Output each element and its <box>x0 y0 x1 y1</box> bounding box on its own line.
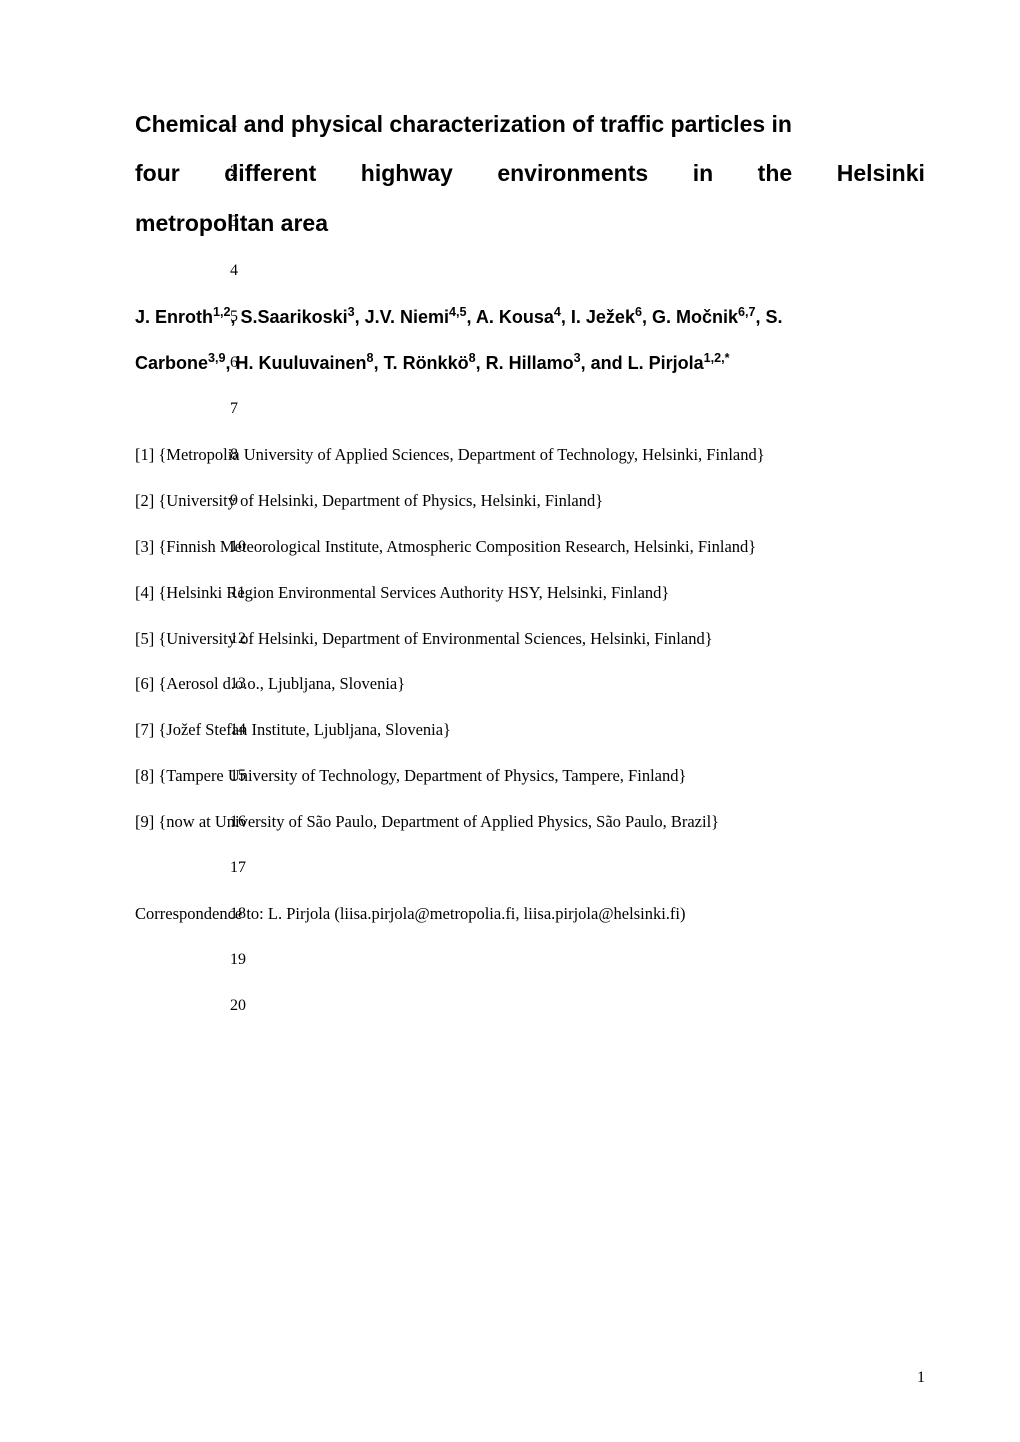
affiliation-3: [3] {Finnish Meteorological Institute, A… <box>135 524 925 570</box>
title-line-1: Chemical and physical characterization o… <box>135 100 925 149</box>
author-text: Carbone <box>135 353 208 373</box>
blank-line <box>135 386 925 432</box>
author-text: , T. Rönkkö <box>374 353 469 373</box>
author-sup: 4 <box>554 305 561 319</box>
line-number: 17 <box>230 859 246 877</box>
line-number: 9 <box>230 492 238 510</box>
title-line-2-row: 2 four different highway environments in… <box>135 149 925 198</box>
affiliation-1-row: 8 [1] {Metropolia University of Applied … <box>135 432 925 478</box>
author-sup: 6 <box>635 305 642 319</box>
line-number: 1 <box>230 114 238 132</box>
title-word: in <box>693 149 713 198</box>
line-number: 11 <box>230 584 245 602</box>
author-text: , H. Kuuluvainen <box>226 353 367 373</box>
line-number: 7 <box>230 400 238 418</box>
line-number: 19 <box>230 951 246 969</box>
line-number: 14 <box>230 721 246 739</box>
title-word: the <box>758 149 793 198</box>
affiliation-6-row: 13 [6] {Aerosol d.o.o., Ljubljana, Slove… <box>135 661 925 707</box>
title-word: different <box>224 149 316 198</box>
line-number: 20 <box>230 997 246 1015</box>
line-number: 4 <box>230 262 238 280</box>
title-word: four <box>135 149 180 198</box>
author-sup: 8 <box>367 351 374 365</box>
affiliation-5-row: 12 [5] {University of Helsinki, Departme… <box>135 616 925 662</box>
author-sup: 6,7 <box>738 305 756 319</box>
affiliation-8-row: 15 [8] {Tampere University of Technology… <box>135 753 925 799</box>
author-sup: 1,2,* <box>704 351 730 365</box>
line-number: 15 <box>230 767 246 785</box>
blank-line <box>135 937 925 983</box>
line-number: 13 <box>230 675 246 693</box>
affiliation-8: [8] {Tampere University of Technology, D… <box>135 753 925 799</box>
affiliation-4-row: 11 [4] {Helsinki Region Environmental Se… <box>135 570 925 616</box>
author-sup: 3 <box>348 305 355 319</box>
line-number: 6 <box>230 354 238 372</box>
title-line-1-row: 1 Chemical and physical characterization… <box>135 100 925 149</box>
author-text: , S. <box>756 307 783 327</box>
line-number: 18 <box>230 905 246 923</box>
title-line-3-row: 3 metropolitan area <box>135 199 925 248</box>
affiliation-1: [1] {Metropolia University of Applied Sc… <box>135 432 925 478</box>
title-line-3: metropolitan area <box>135 199 925 248</box>
affiliation-9-row: 16 [9] {now at University of São Paulo, … <box>135 799 925 845</box>
blank-line <box>135 983 925 1029</box>
affiliation-7-row: 14 [7] {Jožef Stefan Institute, Ljubljan… <box>135 707 925 753</box>
blank-line <box>135 248 925 294</box>
author-text: , G. Močnik <box>642 307 738 327</box>
line-number: 12 <box>230 630 246 648</box>
title-word: highway <box>361 149 453 198</box>
affiliation-7: [7] {Jožef Stefan Institute, Ljubljana, … <box>135 707 925 753</box>
affiliation-3-row: 10 [3] {Finnish Meteorological Institute… <box>135 524 925 570</box>
affiliation-2: [2] {University of Helsinki, Department … <box>135 478 925 524</box>
author-text: J. Enroth <box>135 307 213 327</box>
affiliation-6: [6] {Aerosol d.o.o., Ljubljana, Slovenia… <box>135 661 925 707</box>
manuscript-page: 1 Chemical and physical characterization… <box>135 100 925 1028</box>
affiliation-2-row: 9 [2] {University of Helsinki, Departmen… <box>135 478 925 524</box>
author-line-1-row: 5 J. Enroth1,2, S.Saarikoski3, J.V. Niem… <box>135 294 925 340</box>
author-text: , S.Saarikoski <box>231 307 348 327</box>
line-number: 5 <box>230 308 238 326</box>
author-line-2-row: 6 Carbone3,9, H. Kuuluvainen8, T. Rönkkö… <box>135 340 925 386</box>
correspondence-line: Correspondence to: L. Pirjola (liisa.pir… <box>135 891 925 937</box>
author-sup: 8 <box>469 351 476 365</box>
author-text: , J.V. Niemi <box>355 307 449 327</box>
line-number: 8 <box>230 446 238 464</box>
title-word: Helsinki <box>837 149 925 198</box>
page-number: 1 <box>917 1369 925 1387</box>
correspondence-row: 18 Correspondence to: L. Pirjola (liisa.… <box>135 891 925 937</box>
title-line-2: four different highway environments in t… <box>135 149 925 198</box>
author-sup: 4,5 <box>449 305 467 319</box>
author-text: , and L. Pirjola <box>581 353 704 373</box>
blank-line <box>135 845 925 891</box>
author-text: , A. Kousa <box>467 307 554 327</box>
affiliation-4: [4] {Helsinki Region Environmental Servi… <box>135 570 925 616</box>
affiliation-9: [9] {now at University of São Paulo, Dep… <box>135 799 925 845</box>
blank-line-20-row: 20 <box>135 983 925 1029</box>
blank-line-17-row: 17 <box>135 845 925 891</box>
author-sup: 3 <box>574 351 581 365</box>
blank-line-19-row: 19 <box>135 937 925 983</box>
author-line-2: Carbone3,9, H. Kuuluvainen8, T. Rönkkö8,… <box>135 340 925 386</box>
author-sup: 1,2 <box>213 305 231 319</box>
author-text: , I. Ježek <box>561 307 635 327</box>
blank-line-7-row: 7 <box>135 386 925 432</box>
line-number: 3 <box>230 213 238 231</box>
author-text: , R. Hillamo <box>476 353 574 373</box>
line-number: 16 <box>230 813 246 831</box>
line-number: 10 <box>230 538 246 556</box>
author-line-1: J. Enroth1,2, S.Saarikoski3, J.V. Niemi4… <box>135 294 925 340</box>
blank-line-4-row: 4 <box>135 248 925 294</box>
author-sup: 3,9 <box>208 351 226 365</box>
line-number: 2 <box>230 163 238 181</box>
affiliation-5: [5] {University of Helsinki, Department … <box>135 616 925 662</box>
title-word: environments <box>497 149 648 198</box>
